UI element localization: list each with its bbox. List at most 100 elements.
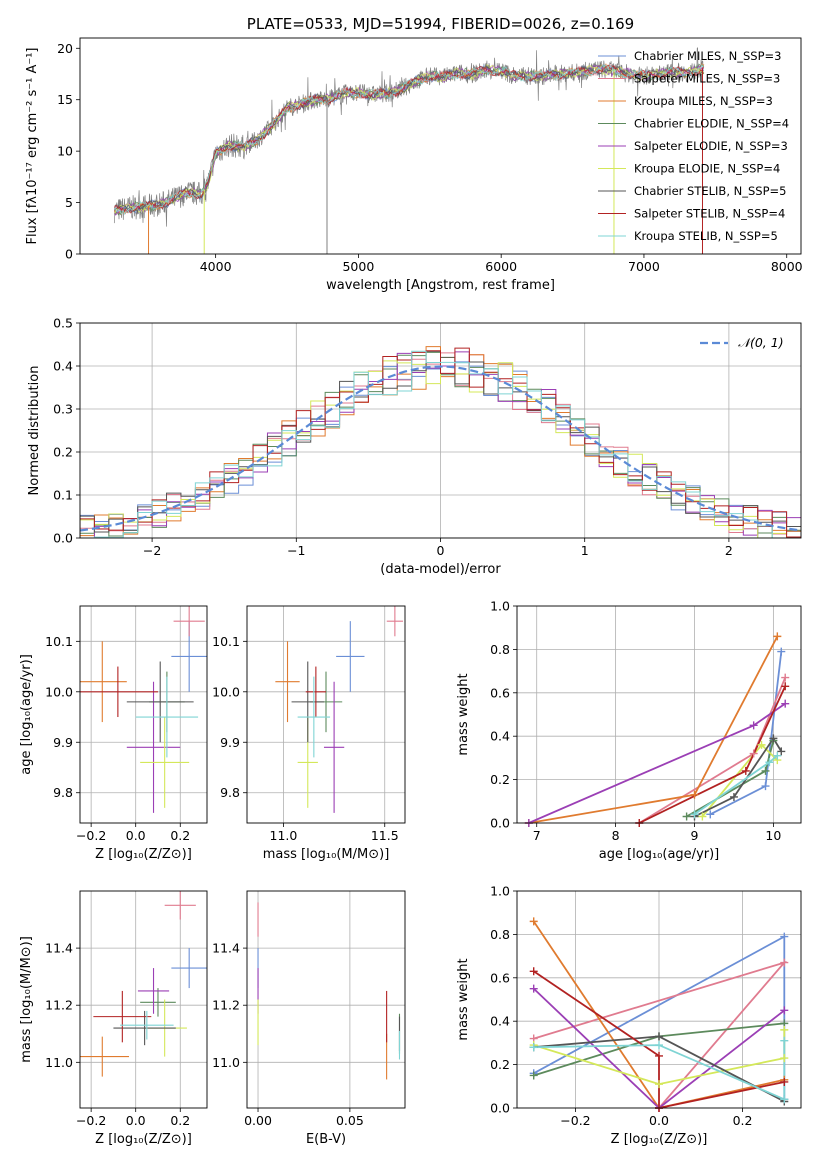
series-marker: [749, 721, 758, 730]
y-tick-label: 0.6: [490, 970, 510, 985]
series-marker: [529, 917, 538, 926]
y-tick-label: 11.0: [45, 1055, 73, 1070]
series-line: [709, 651, 783, 816]
x-tick-label: 8: [612, 828, 620, 843]
y-tick-label: 10.1: [212, 634, 240, 649]
x-axis-label: Z [log₁₀(Z/Z⊙)]: [95, 847, 192, 862]
y-tick-label: 0.6: [490, 685, 510, 700]
y-tick-label: 1.0: [490, 884, 510, 899]
y-tick-label: 0.3: [53, 402, 73, 417]
x-axis-label: (data-model)/error: [380, 562, 501, 577]
series-marker: [706, 810, 715, 819]
legend-label: Kroupa STELIB, N_SSP=5: [634, 229, 778, 243]
series-marker: [741, 766, 750, 775]
plot-area-z_weight: [517, 891, 801, 1108]
series-line: [533, 987, 785, 1108]
series-marker: [529, 967, 538, 976]
x-tick-label: 11.5: [371, 828, 399, 843]
x-axis-label: mass [log₁₀(M/M⊙)]: [263, 847, 390, 862]
histogram-step: [80, 350, 801, 538]
axes-frame: [516, 890, 802, 1109]
y-tick-label: 0.4: [490, 1014, 510, 1029]
series-marker: [780, 1006, 789, 1015]
y-tick-label: 20: [57, 41, 73, 56]
axes-age_weight: 7 8 9 10 0.0 0.2 0.4 0.6 0.8 1.0 age [log₁₀(age/yr…: [456, 599, 802, 862]
y-tick-label: 9.9: [220, 735, 240, 750]
series-marker: [780, 1025, 789, 1034]
series-line: [533, 1040, 786, 1101]
y-tick-label: 10.0: [212, 684, 240, 699]
y-axis-label: age [log₁₀(age/yr)]: [19, 654, 34, 775]
x-tick-label: 0.2: [170, 1113, 190, 1128]
series-marker: [655, 1051, 663, 1060]
series-marker: [655, 1080, 663, 1089]
series-marker: [729, 792, 738, 801]
axes-residuals: −2 −1 0 1 2 0.0 0.1 0.2 0.3 0.4 0.5 (data-model)/er…: [27, 316, 802, 577]
y-tick-label: 11.4: [45, 941, 73, 956]
y-tick-label: 11.4: [212, 941, 240, 956]
series-marker: [780, 1077, 789, 1086]
y-tick-label: 0.2: [53, 445, 73, 460]
y-tick-label: 15: [57, 92, 73, 107]
x-tick-label: 1: [581, 543, 589, 558]
y-tick-label: 9.9: [53, 735, 73, 750]
x-tick-label: 4000: [200, 259, 232, 274]
series-marker: [781, 699, 790, 708]
x-tick-label: −2: [143, 543, 161, 558]
model-fit-line: [113, 64, 704, 216]
x-axis-label: E(B-V): [306, 1132, 346, 1147]
axes-ebv_mass: 0.00 0.05 11.0 11.2 11.4 E(B-V): [212, 890, 406, 1147]
chart-title: PLATE=0533, MJD=51994, FIBERID=0026, z=0…: [247, 15, 634, 33]
x-tick-label: 11.0: [270, 828, 298, 843]
y-tick-label: 0.1: [53, 488, 73, 503]
y-tick-label: 10: [57, 144, 73, 159]
plot-area-age_weight: [517, 606, 801, 823]
plot-area-ebv_mass: [247, 891, 405, 1108]
y-tick-label: 9.8: [220, 785, 240, 800]
y-tick-label: 11.2: [212, 998, 240, 1013]
plot-area-z_mass: [80, 891, 207, 1108]
series-marker: [529, 1043, 538, 1052]
y-tick-label: 0.8: [490, 642, 510, 657]
x-tick-label: 0.00: [244, 1113, 272, 1128]
x-tick-label: 0: [437, 543, 445, 558]
y-axis-label: mass [log₁₀(M/M⊙)]: [19, 936, 34, 1063]
series-marker: [761, 782, 770, 791]
x-tick-label: 8000: [771, 259, 803, 274]
y-tick-label: 0.4: [53, 359, 73, 374]
series-marker: [777, 747, 786, 756]
series-marker: [765, 758, 774, 767]
x-axis-label: age [log₁₀(age/yr)]: [599, 847, 720, 862]
legend-label: Salpeter STELIB, N_SSP=4: [634, 207, 785, 221]
axes-mass_age: 11.0 11.5 9.8 9.9 10.0 10.1 mass [log₁₀(M/M⊙)]: [212, 605, 406, 862]
legend-label: 𝒩(0, 1): [738, 335, 784, 350]
y-tick-label: 0.2: [490, 772, 510, 787]
series-marker: [777, 647, 786, 656]
x-tick-label: −1: [287, 543, 305, 558]
series-marker: [781, 673, 790, 682]
series-marker: [761, 766, 770, 775]
x-tick-label: 7: [533, 828, 541, 843]
axes-frame: [79, 605, 208, 824]
x-axis-label: Z [log₁₀(Z/Z⊙)]: [611, 1132, 708, 1147]
series-marker: [655, 1041, 663, 1050]
axes-frame: [79, 322, 802, 539]
axes-frame: [516, 605, 802, 824]
series-marker: [773, 632, 782, 641]
y-tick-label: 0.8: [490, 927, 510, 942]
y-tick-label: 1.0: [490, 599, 510, 614]
axes-frame: [79, 37, 802, 255]
legend-label: Salpeter ELODIE, N_SSP=3: [634, 139, 788, 153]
y-tick-label: 5: [65, 195, 73, 210]
series-marker: [690, 790, 699, 799]
legend-label: Kroupa MILES, N_SSP=3: [634, 94, 773, 108]
y-axis-label: Normed distribution: [27, 366, 42, 496]
y-tick-label: 11.0: [212, 1055, 240, 1070]
series-marker: [780, 958, 789, 967]
axes-frame: [246, 605, 406, 824]
series-marker: [690, 810, 699, 819]
y-tick-label: 9.8: [53, 785, 73, 800]
x-tick-label: 0.2: [733, 1113, 753, 1128]
y-tick-label: 11.2: [45, 998, 73, 1013]
